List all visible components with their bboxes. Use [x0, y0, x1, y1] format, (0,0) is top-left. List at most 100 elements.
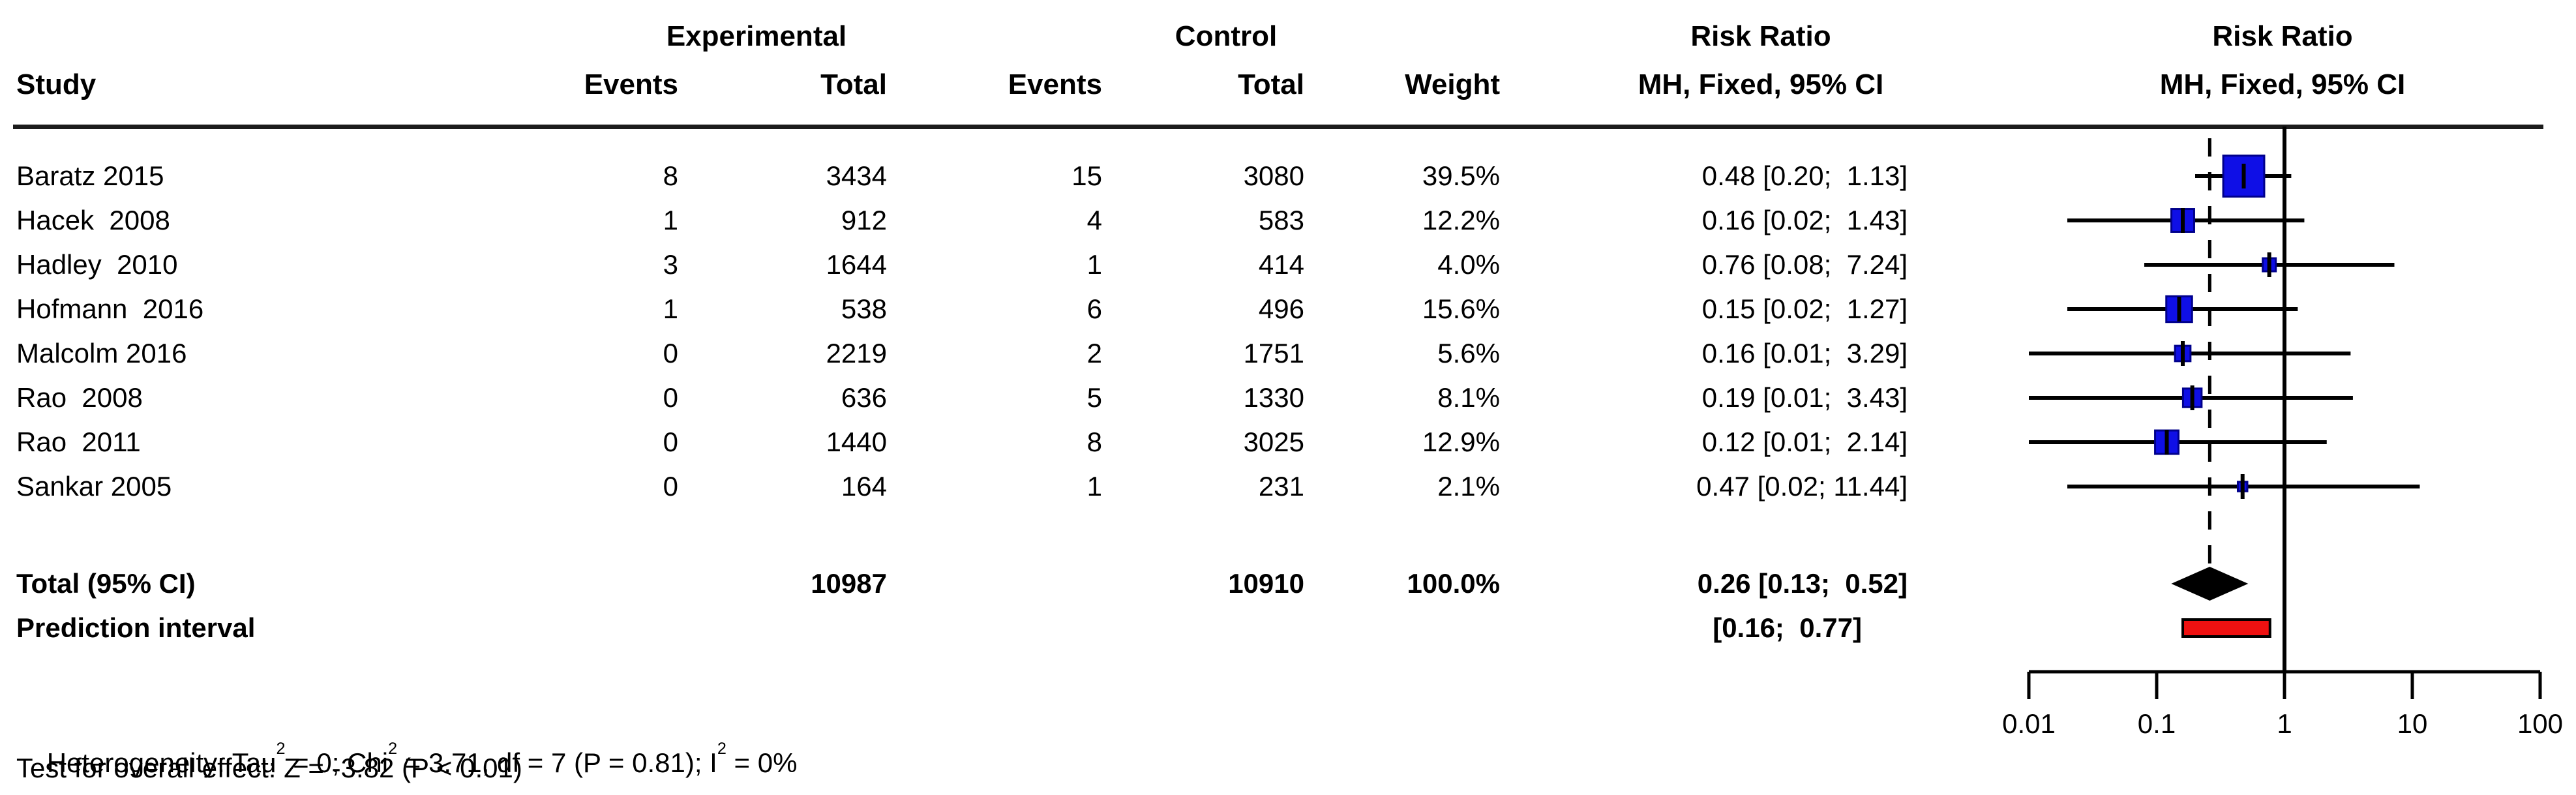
study-row: Sankar 2005 0 164 1 231 2.1% 0.47 [0.02;… [0, 464, 1930, 509]
study-row: Hofmann 2016 1 538 6 496 15.6% 0.15 [0.0… [0, 287, 1930, 331]
header-risk-ratio-text: Risk Ratio [1690, 20, 1831, 52]
control-total: 583 [1258, 205, 1304, 235]
heterogeneity-text: Heterogeneity: Tau2 = 0; Chi2 = 3.71, df… [16, 704, 798, 778]
het-part: Heterogeneity: Tau [46, 747, 277, 778]
header-weight: Weight [1405, 68, 1500, 100]
study-row: Malcolm 2016 0 2219 2 1751 5.6% 0.16 [0.… [0, 331, 1930, 376]
total-risk-ratio: 0.26 [0.13; 0.52] [1697, 568, 1908, 599]
x-axis-tick-label: 0.1 [2138, 708, 2176, 739]
study-risk-ratio: 0.15 [0.02; 1.27] [1701, 293, 1908, 324]
experimental-events: 0 [663, 338, 678, 368]
study-row: Hacek 2008 1 912 4 583 12.2% 0.16 [0.02;… [0, 198, 1930, 243]
study-risk-ratio: 0.19 [0.01; 3.43] [1701, 382, 1908, 413]
experimental-total: 636 [841, 382, 887, 413]
prediction-interval-bar [2181, 618, 2271, 638]
x-axis-tick-label: 10 [2397, 708, 2428, 739]
study-name: Rao 2008 [16, 382, 143, 413]
study-weight: 15.6% [1422, 293, 1500, 324]
header-ctrl-events: Events [1008, 68, 1102, 100]
het-part: = 3.71, df = 7 (P = 0.81); I [397, 747, 717, 778]
control-events: 5 [1086, 382, 1102, 413]
control-total: 1751 [1243, 338, 1304, 368]
study-risk-ratio: 0.47 [0.02; 11.44] [1696, 471, 1908, 502]
experimental-total: 2219 [826, 338, 887, 368]
control-events: 1 [1086, 471, 1102, 502]
experimental-total: 3434 [826, 160, 887, 191]
overall-effect-text: Test for overall effect: Z = -3.82 (P < … [16, 753, 522, 783]
header-mh-fixed-text: MH, Fixed, 95% CI [1638, 68, 1884, 100]
experimental-events: 0 [663, 382, 678, 413]
study-risk-ratio: 0.76 [0.08; 7.24] [1701, 249, 1908, 280]
control-events: 8 [1086, 427, 1102, 457]
pooled-diamond [2171, 567, 2249, 601]
total-weight: 100.0% [1407, 568, 1500, 599]
study-weight: 12.9% [1422, 427, 1500, 457]
het-sup: 2 [388, 740, 398, 758]
experimental-events: 8 [663, 160, 678, 191]
header-study: Study [16, 68, 97, 100]
control-total: 3080 [1243, 160, 1304, 191]
control-events: 2 [1086, 338, 1102, 368]
study-risk-ratio: 0.48 [0.20; 1.13] [1701, 160, 1908, 191]
experimental-events: 3 [663, 249, 678, 280]
study-weight: 2.1% [1437, 471, 1500, 502]
header-ctrl-total: Total [1238, 68, 1304, 100]
experimental-events: 1 [663, 293, 678, 324]
control-events: 6 [1086, 293, 1102, 324]
study-risk-ratio: 0.16 [0.01; 3.29] [1701, 338, 1908, 368]
total-label: Total (95% CI) [16, 568, 196, 599]
study-row: Baratz 2015 8 3434 15 3080 39.5% 0.48 [0… [0, 154, 1930, 198]
study-row: Hadley 2010 3 1644 1 414 4.0% 0.76 [0.08… [0, 243, 1930, 287]
het-part: = 0; Chi [285, 747, 389, 778]
control-events: 4 [1086, 205, 1102, 235]
study-name: Sankar 2005 [16, 471, 172, 502]
het-sup: 2 [276, 740, 286, 758]
control-events: 1 [1086, 249, 1102, 280]
header-experimental: Experimental [666, 20, 847, 52]
header-exp-events: Events [584, 68, 678, 100]
control-events: 15 [1071, 160, 1102, 191]
het-sup: 2 [717, 740, 726, 758]
study-name: Malcolm 2016 [16, 338, 187, 368]
study-weight: 12.2% [1422, 205, 1500, 235]
x-axis-tick-label: 100 [2517, 708, 2563, 739]
het-part: = 0% [726, 747, 798, 778]
x-axis-tick-label: 0.01 [2002, 708, 2056, 739]
control-total: 1330 [1243, 382, 1304, 413]
study-weight: 39.5% [1422, 160, 1500, 191]
header-exp-total: Total [820, 68, 887, 100]
total-row: Total (95% CI) 10987 10910 100.0% 0.26 [… [0, 562, 1930, 606]
experimental-total: 538 [841, 293, 887, 324]
control-total: 414 [1258, 249, 1304, 280]
x-axis-tick-label: 1 [2277, 708, 2292, 739]
prediction-row: Prediction interval [0.16; 0.77] [0, 606, 1930, 650]
study-name: Hadley 2010 [16, 249, 178, 280]
prediction-label: Prediction interval [16, 612, 256, 643]
forest-plot-graphic: 0.01 0.1 1 10 100 [2002, 127, 2563, 739]
header-control: Control [1175, 20, 1278, 52]
experimental-events: 1 [663, 205, 678, 235]
experimental-events: 0 [663, 471, 678, 502]
header-rule [13, 125, 2543, 129]
header-mh-fixed-plot: MH, Fixed, 95% CI [2159, 68, 2406, 100]
control-total: 496 [1258, 293, 1304, 324]
study-row: Rao 2011 0 1440 8 3025 12.9% 0.12 [0.01;… [0, 420, 1930, 464]
header-row: Study Events Total Events Total Weight [0, 67, 1930, 103]
study-weight: 4.0% [1437, 249, 1500, 280]
prediction-interval-value: [0.16; 0.77] [1713, 612, 1862, 643]
header-risk-ratio-plot: Risk Ratio [2212, 20, 2353, 52]
study-risk-ratio: 0.16 [0.02; 1.43] [1701, 205, 1908, 235]
study-risk-ratio: 0.12 [0.01; 2.14] [1701, 427, 1908, 457]
study-name: Hacek 2008 [16, 205, 170, 235]
experimental-total: 912 [841, 205, 887, 235]
control-total: 231 [1258, 471, 1304, 502]
study-name: Rao 2011 [16, 427, 141, 457]
study-weight: 5.6% [1437, 338, 1500, 368]
study-name: Hofmann 2016 [16, 293, 204, 324]
total-ctrl-total: 10910 [1228, 568, 1304, 599]
study-name: Baratz 2015 [16, 160, 164, 191]
experimental-total: 1440 [826, 427, 887, 457]
experimental-total: 164 [841, 471, 887, 502]
control-total: 3025 [1243, 427, 1304, 457]
